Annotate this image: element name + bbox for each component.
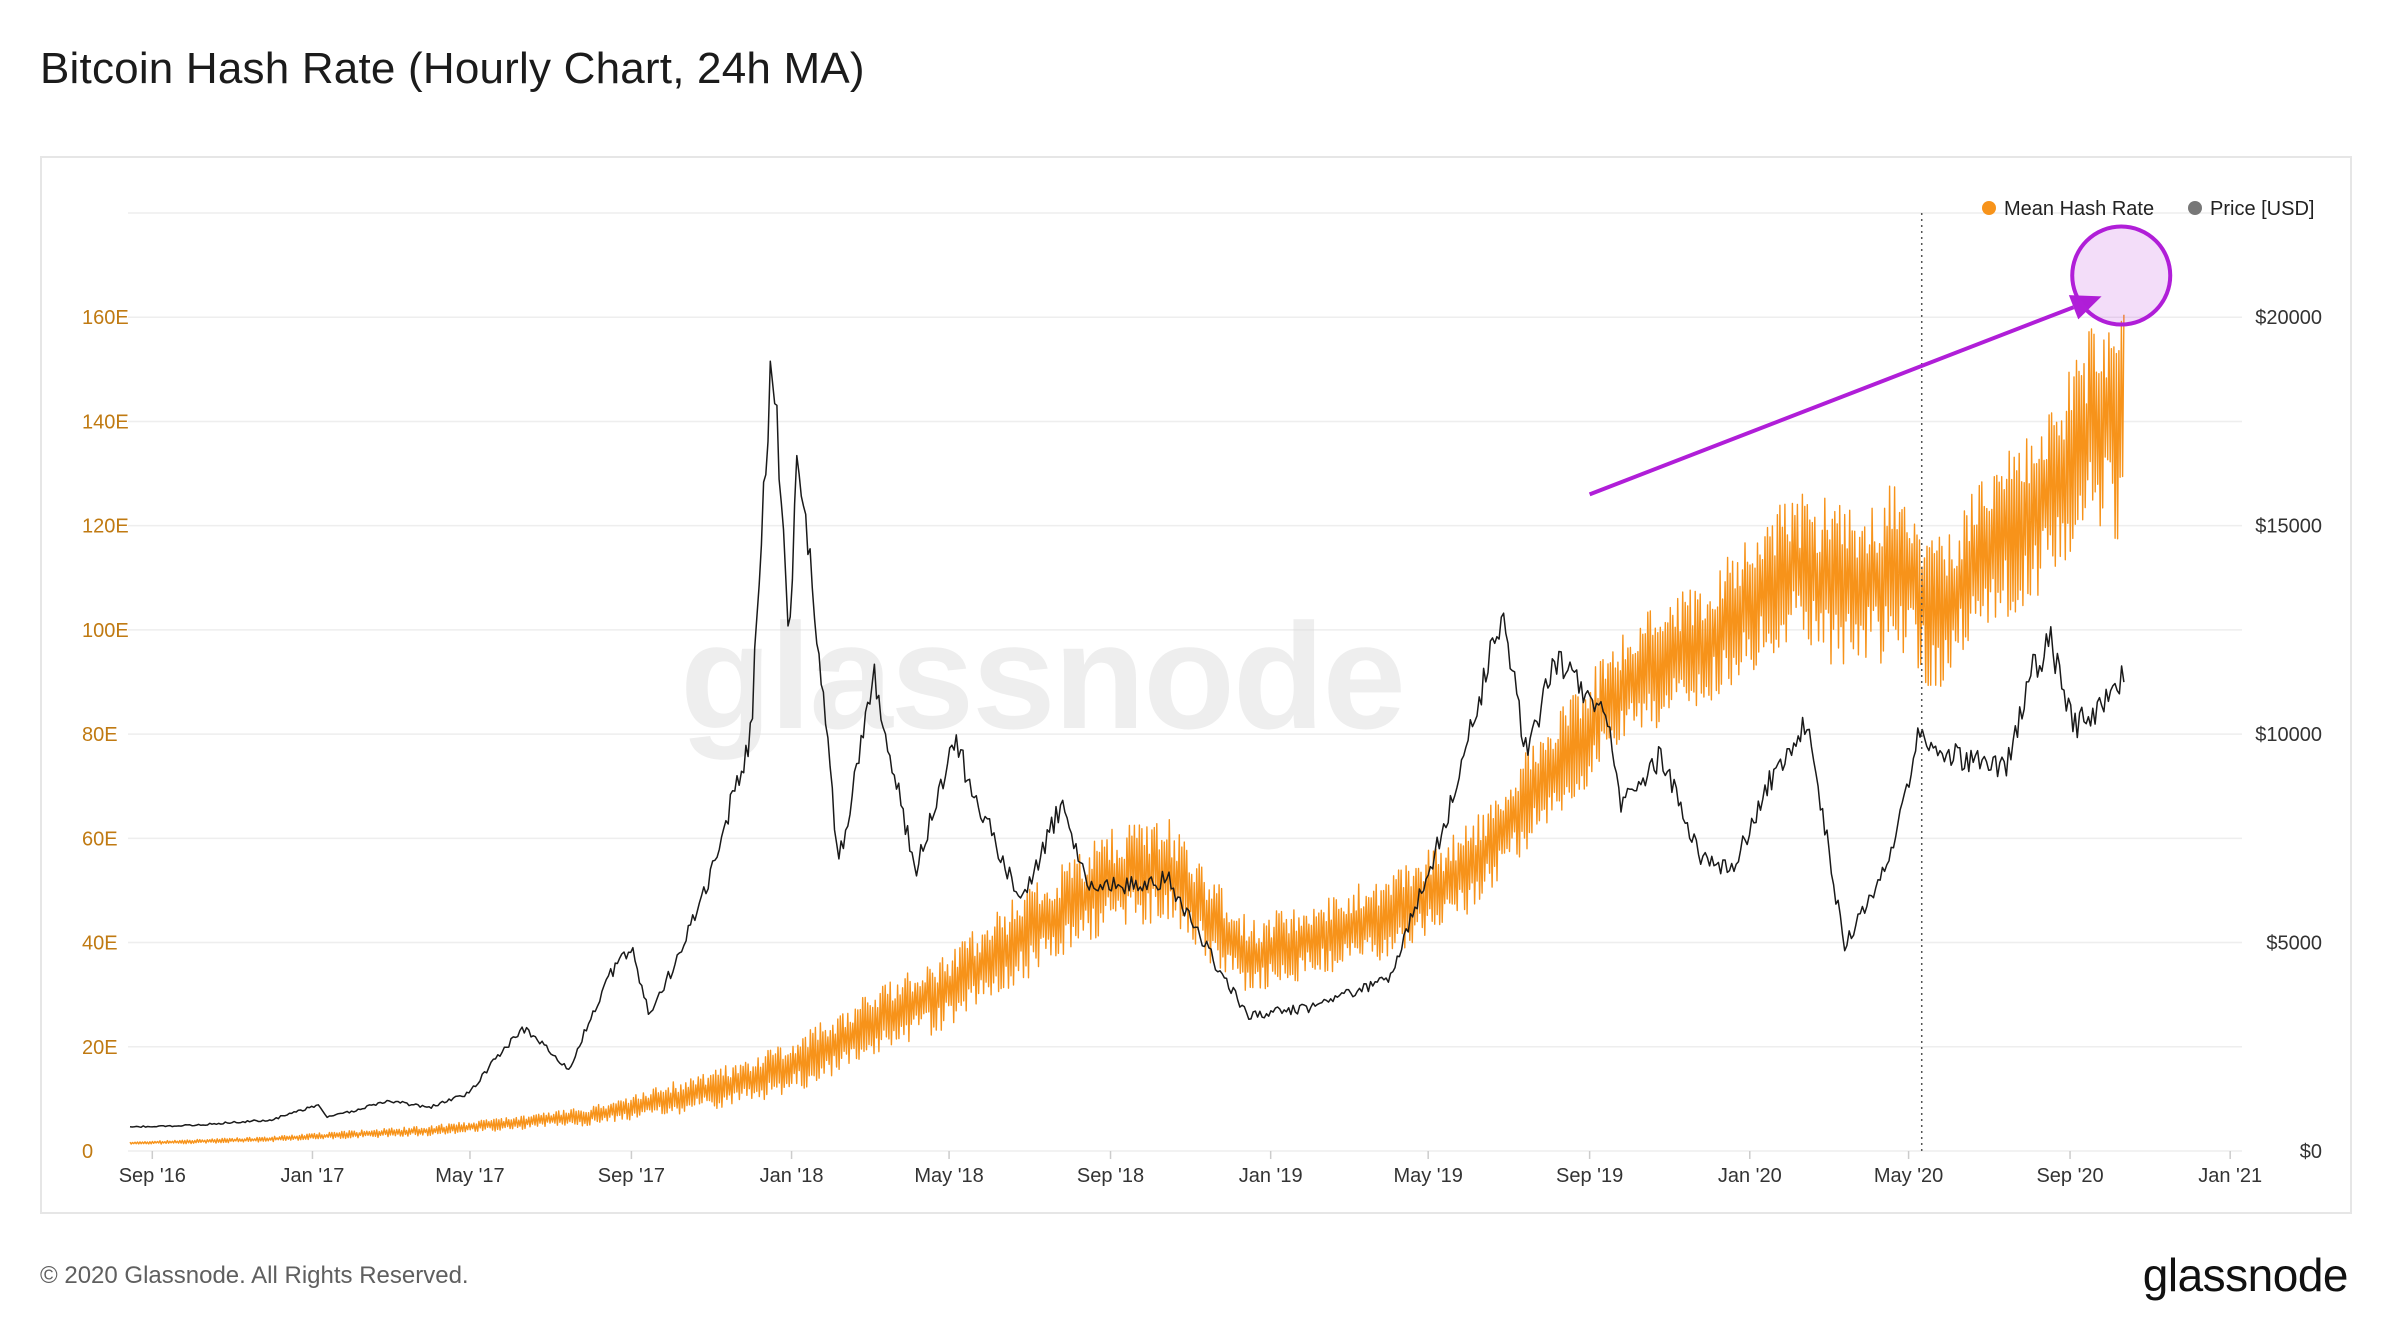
annotation-arrow-shaft [1588,305,2075,497]
x-axis-tick-label: May '19 [1393,1165,1462,1187]
right-axis-tick-label: $20000 [2255,307,2322,329]
left-axis-tick-label: 60E [82,828,118,850]
page-title: Bitcoin Hash Rate (Hourly Chart, 24h MA) [40,44,865,93]
legend-dot-hash-rate [1982,201,1996,215]
brand-logo: glassnode [2142,1249,2349,1301]
left-axis-tick-label: 0 [82,1141,93,1163]
x-axis-tick-label: May '20 [1874,1165,1943,1187]
left-axis-tick-label: 140E [82,411,129,433]
price-series [129,360,2125,1129]
chart-frame: glassnode 0 20E 40E 60E 80E 100E 120E 140E 160E … [40,156,2352,1214]
left-axis-tick-label: 20E [82,1037,118,1059]
x-axis-tick-label: Jan '19 [1239,1165,1303,1187]
left-axis-tick-label: 100E [82,620,129,642]
right-axis: $0 $5000 $10000 $15000 $20000 [2255,307,2322,1163]
chart-canvas: glassnode 020E40E60E80E100E120E140E160E … [82,198,2322,1187]
right-axis-tick-label: $5000 [2266,933,2322,955]
x-axis-tick-label: Sep '20 [2036,1165,2103,1187]
legend-label-hash-rate[interactable]: Mean Hash Rate [2004,198,2154,220]
grid-lines [128,212,2242,1152]
hash-rate-series [129,314,2125,1145]
right-axis-tick-label: $0 [2300,1141,2322,1163]
left-axis-tick-label: 80E [82,724,118,746]
x-axis-tick-label: Jan '18 [760,1165,824,1187]
x-axis-tick-label: Jan '17 [281,1165,345,1187]
x-axis-tick-label: May '18 [914,1165,983,1187]
left-axis-tick-label: 40E [82,933,118,955]
annotation-circle [2070,224,2173,327]
x-axis-tick-label: Sep '19 [1556,1165,1623,1187]
left-axis: 0 20E 40E 60E 80E 100E 120E 140E 160E [82,307,129,1163]
copyright-text: © 2020 Glassnode. All Rights Reserved. [40,1262,469,1289]
x-axis-tick-label: Sep '18 [1077,1165,1144,1187]
annotation [1588,224,2173,497]
left-axis-tick-label: 120E [82,516,129,538]
x-axis: Sep '16 Jan '17 May '17 Sep '17 Jan '18 May '… [119,1151,2262,1187]
x-axis-tick-label: Sep '16 [119,1165,186,1187]
legend: Mean Hash Rate Price [USD] [1982,198,2314,220]
x-axis-tick-label: May '17 [435,1165,504,1187]
legend-label-price[interactable]: Price [USD] [2210,198,2314,220]
left-axis-tick-label: 160E [82,307,129,329]
legend-dot-price [2188,201,2202,215]
right-axis-tick-label: $10000 [2255,724,2322,746]
x-axis-tick-label: Sep '17 [598,1165,665,1187]
right-axis-tick-label: $15000 [2255,516,2322,538]
hash-rate-line [129,314,2125,1145]
price-line [129,360,2125,1129]
x-axis-tick-label: Jan '20 [1718,1165,1782,1187]
x-axis-tick-label: Jan '21 [2198,1165,2262,1187]
watermark: glassnode [680,592,1404,760]
